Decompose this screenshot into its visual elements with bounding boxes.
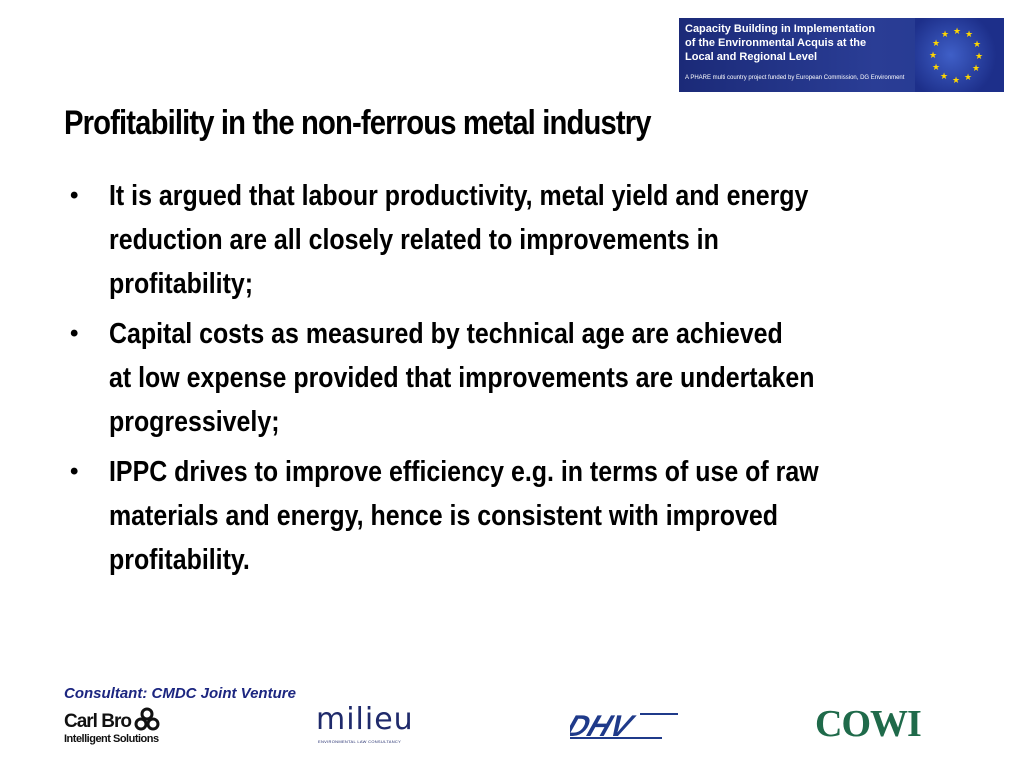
bullet-text: It is argued that labour productivity, m… <box>109 174 960 306</box>
carlbro-mark-icon <box>134 707 160 731</box>
bullet-marker: • <box>70 320 79 347</box>
project-banner: Capacity Building in Implementation of t… <box>679 18 1004 92</box>
banner-line-1: Capacity Building in Implementation <box>685 23 876 35</box>
bullet-marker: • <box>70 182 79 209</box>
banner-subtext: A PHARE multi country project funded by … <box>685 75 905 81</box>
svg-text:★: ★ <box>932 39 940 49</box>
bullet-list: • It is argued that labour productivity,… <box>64 174 1004 588</box>
bullet-item: • IPPC drives to improve efficiency e.g.… <box>64 450 1004 582</box>
bullet-line: Capital costs as measured by technical a… <box>109 318 783 350</box>
carlbro-name: Carl Bro <box>64 711 132 732</box>
svg-text:★: ★ <box>973 40 981 50</box>
svg-text:★: ★ <box>952 76 960 86</box>
bullet-line: IPPC drives to improve efficiency e.g. i… <box>109 456 819 488</box>
bullet-text: Capital costs as measured by technical a… <box>109 312 960 444</box>
svg-text:★: ★ <box>975 52 983 62</box>
consultant-label: Consultant: CMDC Joint Venture <box>64 685 296 702</box>
bullet-line: reduction are all closely related to imp… <box>109 224 719 256</box>
banner-title: Capacity Building in Implementation of t… <box>685 22 913 64</box>
carlbro-tagline: Intelligent Solutions <box>64 733 159 745</box>
bullet-line: at low expense provided that improvement… <box>109 362 815 394</box>
carlbro-logo: Carl Bro Intelligent Solutions <box>64 705 184 749</box>
bullet-line: profitability; <box>109 268 254 300</box>
eu-stars-icon: ★ ★ ★ ★ ★ ★ ★ ★ ★ ★ ★ ★ <box>929 27 983 86</box>
svg-text:★: ★ <box>964 73 972 83</box>
bullet-item: • Capital costs as measured by technical… <box>64 312 1004 444</box>
svg-text:★: ★ <box>965 30 973 40</box>
svg-text:★: ★ <box>929 51 937 61</box>
svg-text:★: ★ <box>972 64 980 74</box>
cowi-logo: COWI <box>815 703 922 745</box>
bullet-text: IPPC drives to improve efficiency e.g. i… <box>109 450 960 582</box>
dhv-logo: DHV <box>561 708 680 743</box>
eu-flag-icon: ★ ★ ★ ★ ★ ★ ★ ★ ★ ★ ★ ★ <box>915 18 1004 92</box>
bullet-line: progressively; <box>109 406 280 438</box>
slide-title: Profitability in the non-ferrous metal i… <box>64 104 652 142</box>
svg-text:★: ★ <box>940 72 948 82</box>
banner-line-2: of the Environmental Acquis at the <box>685 37 867 49</box>
svg-text:★: ★ <box>932 63 940 73</box>
milieu-logo: milieu ENVIRONMENTAL LAW CONSULTANCY <box>316 702 416 748</box>
banner-line-3: Local and Regional Level <box>685 51 818 63</box>
bullet-line: It is argued that labour productivity, m… <box>109 180 809 212</box>
milieu-tagline: ENVIRONMENTAL LAW CONSULTANCY <box>318 739 402 744</box>
milieu-name: milieu <box>316 702 414 737</box>
bullet-marker: • <box>70 458 79 485</box>
bullet-item: • It is argued that labour productivity,… <box>64 174 1004 306</box>
bullet-line: materials and energy, hence is consisten… <box>109 500 778 532</box>
dhv-wordmark-icon: DHV <box>561 709 678 743</box>
bullet-line: profitability. <box>109 544 250 576</box>
svg-text:★: ★ <box>941 30 949 40</box>
svg-text:★: ★ <box>953 27 961 37</box>
